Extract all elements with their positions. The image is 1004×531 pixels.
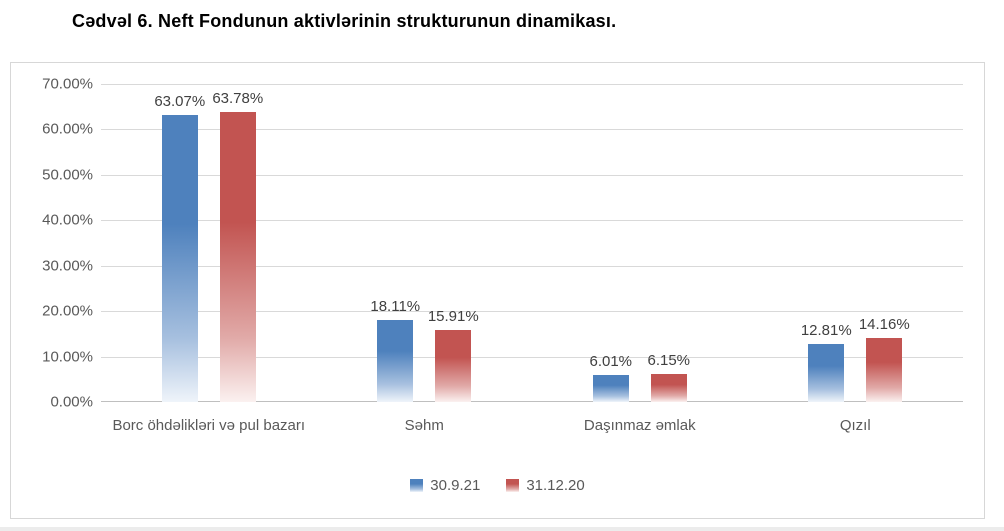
y-tick-label: 60.00% [42,120,93,138]
legend-item: 31.12.20 [506,477,585,494]
x-category-label: Səhm [404,417,444,434]
legend-item: 30.9.21 [410,477,480,494]
bar-value-label: 12.81% [800,321,852,339]
bar [866,337,903,402]
bar-value-label: 18.11% [370,297,421,315]
x-category-label: Borc öhdəlikləri və pul bazarı [112,417,306,434]
bar [808,343,845,402]
bar-value-label: 63.78% [212,90,264,108]
legend-swatch [410,479,424,492]
plot-area: 63.07% 63.78% 18.11% 15.91% 6.01% 6.15% 12.81%… [101,84,963,402]
legend-label: 30.9.21 [430,477,481,494]
gridline [101,265,963,267]
y-tick-label: 0.00% [50,393,93,411]
bar-value-label: 63.07% [154,93,206,111]
bar [592,374,629,402]
bar-value-label: 15.91% [427,307,479,325]
y-tick-label: 70.00% [42,75,93,93]
bar [435,329,472,402]
page-edge-strip [0,527,1004,531]
gridline [101,356,963,358]
y-tick-label: 50.00% [42,166,93,184]
x-category-label: Qızıl [839,417,871,434]
chart-title: Cədvəl 6. Neft Fondunun aktivlərinin str… [72,11,617,31]
legend-label: 31.12.20 [526,477,585,494]
gridline [101,129,963,131]
bar [161,115,198,402]
bar-value-label: 6.01% [589,352,633,370]
y-tick-label: 20.00% [42,302,93,320]
gridline [101,174,963,176]
gridline [101,220,963,222]
bar [377,319,414,402]
y-tick-label: 30.00% [42,257,93,275]
y-tick-label: 40.00% [42,211,93,229]
x-category-label: Daşınmaz əmlak [583,417,696,434]
y-axis: 70.00% 60.00% 50.00% 40.00% 30.00% 20.00% 10.0… [11,76,93,411]
bar-value-label: 6.15% [647,352,691,370]
x-axis-line [101,401,963,402]
bar-value-label: 14.16% [858,315,910,333]
gridline [101,311,963,313]
legend: 30.9.21 31.12.20 [11,477,984,494]
gridline [101,84,963,85]
y-tick-label: 10.00% [42,348,93,366]
legend-swatch [506,479,520,492]
chart-frame: 70.00% 60.00% 50.00% 40.00% 30.00% 20.00% 10.0… [10,62,985,519]
bar [219,112,256,402]
bar [650,374,687,402]
